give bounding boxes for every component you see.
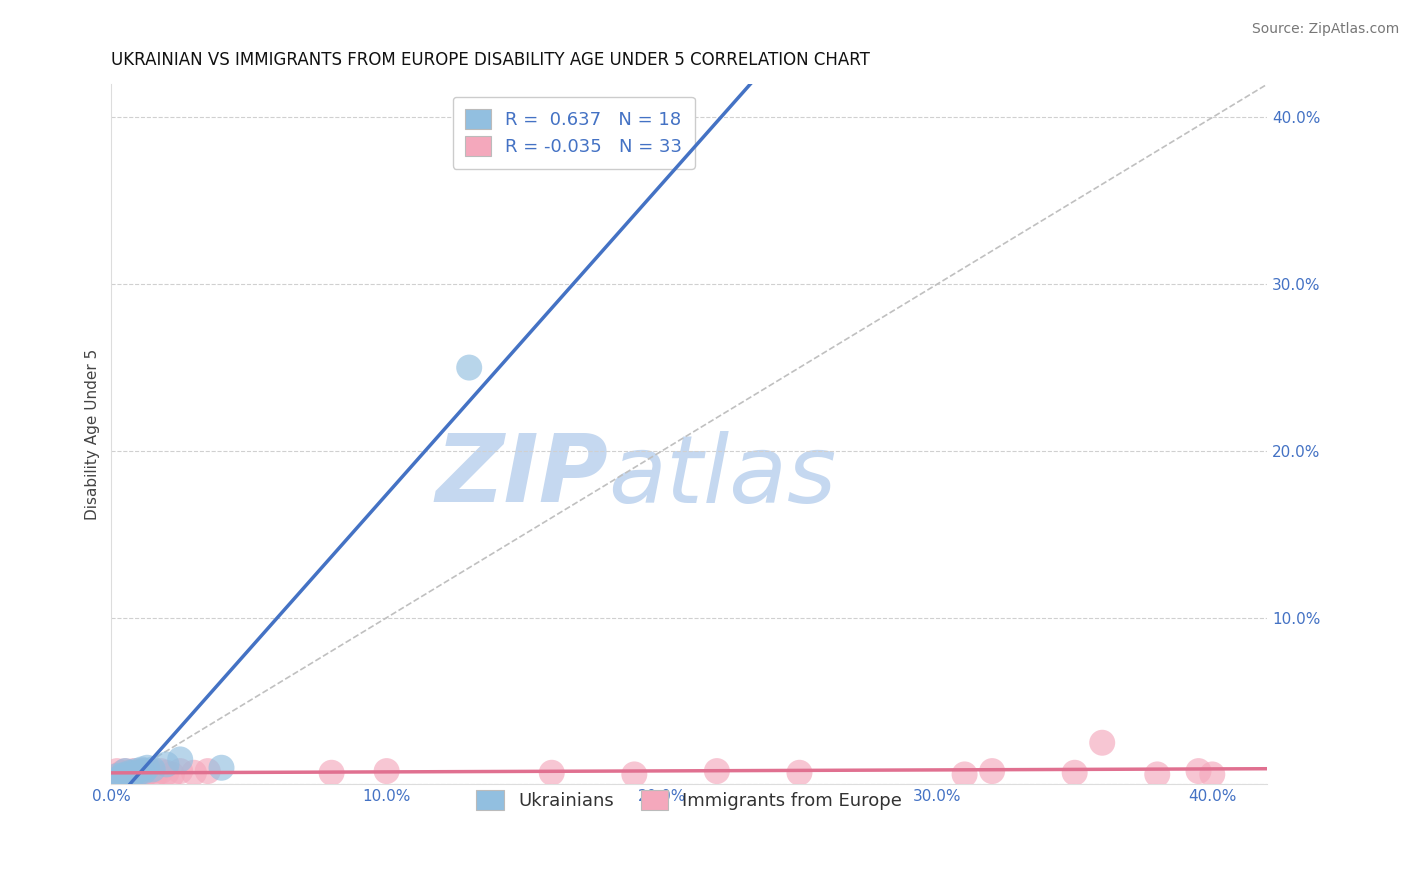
Point — [1063, 765, 1085, 780]
Point — [169, 764, 191, 778]
Point — [134, 767, 156, 781]
Point — [1187, 764, 1209, 778]
Point — [136, 765, 159, 780]
Point — [789, 765, 811, 780]
Point — [117, 767, 139, 781]
Point — [131, 763, 153, 777]
Point — [108, 767, 131, 781]
Point — [211, 761, 233, 775]
Point — [155, 765, 177, 780]
Point — [197, 764, 219, 778]
Point — [142, 764, 165, 778]
Point — [134, 764, 156, 778]
Text: Source: ZipAtlas.com: Source: ZipAtlas.com — [1251, 22, 1399, 37]
Point — [125, 764, 148, 778]
Point — [105, 769, 128, 783]
Point — [122, 767, 145, 781]
Point — [1146, 767, 1168, 781]
Point — [160, 767, 183, 781]
Point — [145, 767, 167, 781]
Point — [105, 764, 128, 778]
Legend: Ukrainians, Immigrants from Europe: Ukrainians, Immigrants from Europe — [463, 776, 917, 824]
Point — [458, 360, 481, 375]
Point — [155, 757, 177, 772]
Point — [114, 764, 136, 778]
Point — [1091, 736, 1114, 750]
Point — [122, 764, 145, 778]
Point — [169, 752, 191, 766]
Point — [142, 763, 165, 777]
Point — [981, 764, 1004, 778]
Point — [111, 765, 134, 780]
Point — [120, 765, 142, 780]
Point — [953, 767, 976, 781]
Point — [108, 771, 131, 785]
Point — [111, 769, 134, 783]
Point — [114, 764, 136, 778]
Point — [125, 767, 148, 781]
Point — [131, 764, 153, 778]
Point — [183, 765, 205, 780]
Point — [706, 764, 728, 778]
Point — [120, 765, 142, 780]
Point — [375, 764, 398, 778]
Text: atlas: atlas — [609, 431, 837, 522]
Point — [128, 765, 150, 780]
Point — [128, 765, 150, 780]
Point — [136, 761, 159, 775]
Text: ZIP: ZIP — [436, 430, 609, 523]
Point — [114, 767, 136, 781]
Point — [1201, 767, 1223, 781]
Text: UKRAINIAN VS IMMIGRANTS FROM EUROPE DISABILITY AGE UNDER 5 CORRELATION CHART: UKRAINIAN VS IMMIGRANTS FROM EUROPE DISA… — [111, 51, 870, 69]
Y-axis label: Disability Age Under 5: Disability Age Under 5 — [86, 349, 100, 520]
Point — [149, 764, 172, 778]
Point — [540, 765, 562, 780]
Point — [321, 765, 343, 780]
Point — [623, 767, 645, 781]
Point — [117, 769, 139, 783]
